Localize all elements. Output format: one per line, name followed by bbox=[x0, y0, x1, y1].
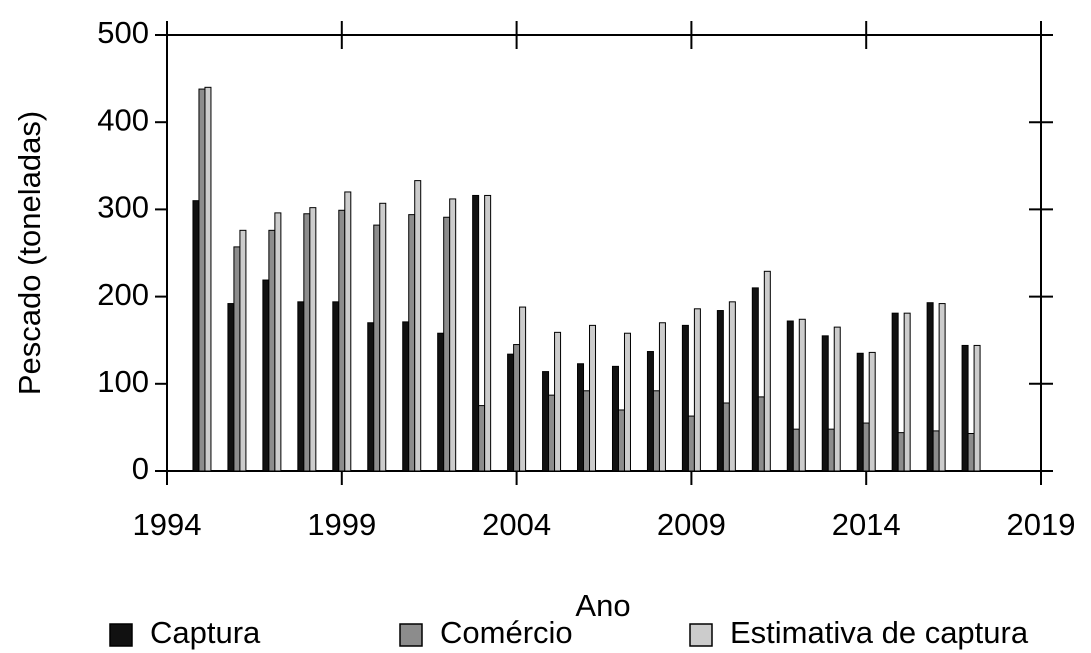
bar bbox=[623, 332, 631, 472]
bar bbox=[192, 200, 200, 472]
bar bbox=[868, 351, 876, 472]
x-tick-label: 2014 bbox=[832, 507, 901, 542]
bar bbox=[973, 344, 981, 472]
bar bbox=[891, 312, 899, 472]
bar bbox=[687, 415, 695, 472]
bar bbox=[542, 371, 550, 472]
bar bbox=[554, 331, 562, 472]
bar bbox=[577, 363, 585, 472]
y-tick-label: 100 bbox=[97, 364, 149, 399]
bar bbox=[227, 303, 235, 472]
bar bbox=[856, 352, 864, 472]
bar bbox=[961, 344, 969, 472]
bar bbox=[204, 86, 212, 472]
bar bbox=[652, 390, 660, 472]
bar bbox=[548, 394, 556, 472]
bar bbox=[798, 318, 806, 472]
bar bbox=[478, 405, 486, 472]
bar bbox=[681, 324, 689, 472]
y-tick-label: 200 bbox=[97, 277, 149, 312]
x-tick-label: 1994 bbox=[133, 507, 202, 542]
legend-swatch bbox=[109, 623, 133, 647]
bar bbox=[367, 322, 375, 472]
bar bbox=[332, 301, 340, 472]
bar bbox=[938, 303, 946, 472]
plot-frame bbox=[166, 34, 1042, 472]
x-tick-label: 2004 bbox=[482, 507, 551, 542]
legend-label: Comércio bbox=[440, 615, 573, 650]
bar bbox=[519, 306, 527, 472]
bar bbox=[233, 246, 241, 472]
bar bbox=[484, 194, 492, 472]
bar bbox=[262, 279, 270, 472]
x-axis-label: Ano bbox=[575, 588, 630, 623]
bar bbox=[903, 312, 911, 472]
legend-swatch bbox=[399, 623, 423, 647]
x-tick-label: 2009 bbox=[657, 507, 726, 542]
bar bbox=[408, 214, 416, 472]
bar bbox=[437, 332, 445, 472]
bar bbox=[198, 88, 206, 472]
bar bbox=[763, 270, 771, 472]
bar bbox=[239, 229, 247, 472]
bar bbox=[617, 409, 625, 472]
bar bbox=[786, 320, 794, 472]
x-tick-label: 2019 bbox=[1007, 507, 1076, 542]
x-tick-label: 1999 bbox=[307, 507, 376, 542]
legend-swatch bbox=[689, 623, 713, 647]
bar bbox=[583, 390, 591, 472]
bar bbox=[297, 301, 305, 472]
bar bbox=[507, 353, 515, 472]
bar bbox=[932, 430, 940, 472]
bar bbox=[792, 428, 800, 472]
bar bbox=[513, 344, 521, 472]
bar bbox=[926, 302, 934, 472]
bar bbox=[693, 308, 701, 472]
bar bbox=[472, 194, 480, 472]
bar bbox=[751, 287, 759, 472]
bar bbox=[722, 402, 730, 472]
bar bbox=[414, 180, 422, 472]
y-tick-label: 400 bbox=[97, 102, 149, 137]
bar bbox=[402, 321, 410, 472]
bar bbox=[268, 229, 276, 472]
bar bbox=[344, 191, 352, 472]
bar bbox=[309, 207, 317, 472]
bar bbox=[967, 433, 975, 472]
bar bbox=[897, 432, 905, 472]
legend-label: Captura bbox=[150, 615, 261, 650]
y-tick-label: 300 bbox=[97, 190, 149, 225]
y-tick-label: 500 bbox=[97, 15, 149, 50]
bar bbox=[821, 335, 829, 472]
bar bbox=[658, 322, 666, 472]
bar bbox=[611, 365, 619, 472]
bar bbox=[373, 224, 381, 472]
bar bbox=[716, 310, 724, 472]
bar bbox=[827, 428, 835, 472]
bar bbox=[379, 202, 387, 472]
bar bbox=[303, 213, 311, 472]
bar bbox=[862, 422, 870, 472]
bar bbox=[443, 216, 451, 472]
bar bbox=[646, 351, 654, 472]
bar bbox=[449, 198, 457, 472]
bar bbox=[833, 326, 841, 472]
bar bbox=[589, 324, 597, 472]
bar bbox=[728, 301, 736, 472]
y-tick-label: 0 bbox=[132, 451, 149, 486]
legend-label: Estimativa de captura bbox=[730, 615, 1029, 650]
bar bbox=[274, 212, 282, 472]
y-axis-label: Pescado (toneladas) bbox=[12, 111, 47, 395]
bar bbox=[757, 396, 765, 472]
bar bbox=[338, 209, 346, 472]
